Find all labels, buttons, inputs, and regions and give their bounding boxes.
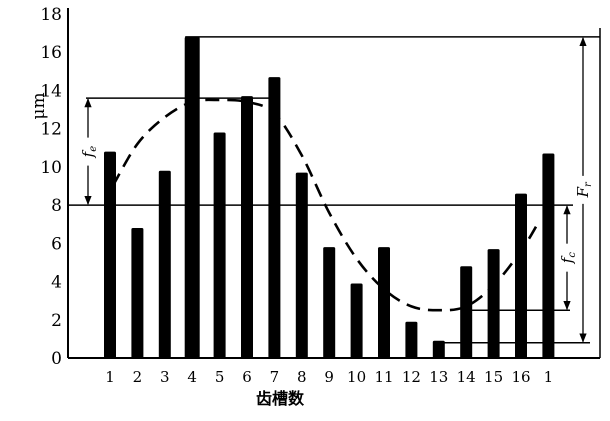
bar bbox=[184, 36, 200, 358]
bars: 1 2 3 4 5 6 7 8 9 10 11 12 13 14 15 16 1 bbox=[104, 36, 555, 386]
x-tick-label: 1 bbox=[105, 368, 115, 386]
bar bbox=[487, 249, 500, 358]
x-tick-label: 9 bbox=[324, 368, 334, 386]
bar bbox=[350, 283, 363, 358]
y-tick-label: 10 bbox=[40, 158, 62, 178]
bar bbox=[405, 321, 418, 358]
bar bbox=[542, 153, 555, 358]
dimension-label: fc bbox=[558, 252, 578, 265]
bar bbox=[268, 77, 281, 359]
x-tick-label: 15 bbox=[484, 368, 503, 386]
y-tick-label: 4 bbox=[51, 273, 62, 293]
y-tick-label: 0 bbox=[51, 349, 62, 369]
y-axis-label: μm bbox=[29, 92, 49, 119]
bar bbox=[460, 266, 473, 358]
dimension-label: fe bbox=[79, 146, 99, 159]
x-tick-label: 13 bbox=[429, 368, 448, 386]
x-tick-label: 14 bbox=[457, 368, 476, 386]
x-tick-label: 3 bbox=[160, 368, 170, 386]
x-tick-label: 12 bbox=[402, 368, 421, 386]
y-tick-label: 16 bbox=[40, 43, 62, 63]
y-tick-label: 8 bbox=[51, 196, 62, 216]
bar bbox=[241, 96, 253, 358]
bar bbox=[104, 151, 116, 358]
bar bbox=[295, 172, 308, 358]
bar bbox=[515, 193, 527, 358]
x-tick-label: 2 bbox=[133, 368, 143, 386]
bar bbox=[432, 340, 445, 358]
x-tick-label: 5 bbox=[215, 368, 225, 386]
bar bbox=[323, 247, 336, 358]
x-tick-label: 10 bbox=[347, 368, 366, 386]
bar bbox=[213, 132, 226, 358]
y-tick-label: 2 bbox=[51, 311, 62, 331]
y-tick-label: 6 bbox=[51, 234, 62, 254]
axes: 0 2 4 6 8 10 12 14 16 18 bbox=[40, 5, 601, 369]
bar bbox=[131, 228, 144, 358]
dimension-label-background bbox=[81, 138, 95, 165]
x-tick-label: 8 bbox=[297, 368, 307, 386]
y-tick-label: 12 bbox=[40, 120, 62, 140]
dimension-label-background bbox=[576, 176, 590, 203]
x-tick-label: 16 bbox=[511, 368, 530, 386]
x-tick-label: 11 bbox=[374, 368, 393, 386]
bar bbox=[378, 247, 390, 358]
dimension-label: Fr bbox=[574, 181, 594, 198]
dimension-label-background bbox=[560, 244, 574, 271]
reference-lines bbox=[68, 36, 600, 344]
x-axis-label: 齿槽数 bbox=[256, 389, 305, 408]
x-tick-label: 6 bbox=[242, 368, 252, 386]
dashed-curve bbox=[111, 98, 539, 312]
bar bbox=[158, 170, 171, 358]
y-tick-label: 18 bbox=[40, 5, 62, 25]
y-tick-label: 14 bbox=[40, 81, 62, 101]
x-tick-label: 4 bbox=[187, 368, 197, 386]
x-tick-label: 1 bbox=[544, 368, 554, 386]
x-tick-label: 7 bbox=[270, 368, 280, 386]
annotations: fe fc Fr bbox=[79, 37, 594, 343]
